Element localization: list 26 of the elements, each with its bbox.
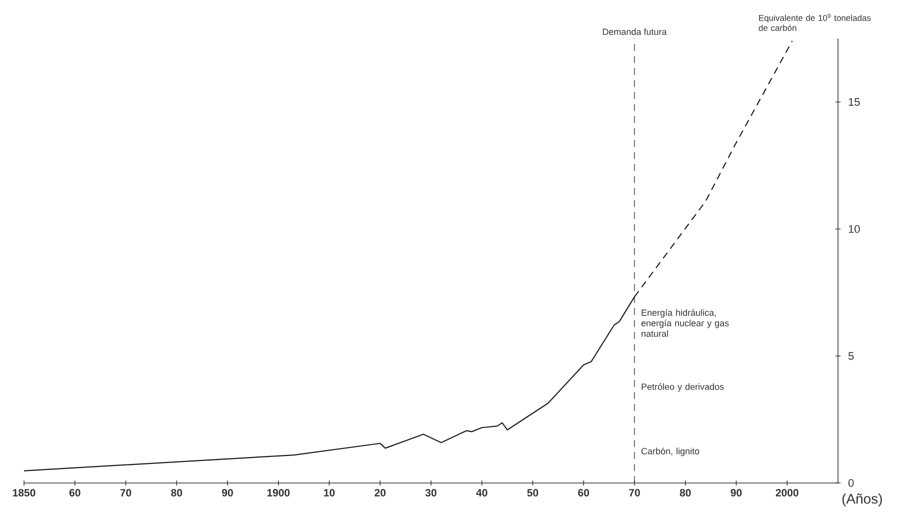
annotation: Petróleo y derivados xyxy=(642,383,724,392)
annotation: Energía hidráulica, energía nuclear y gas natural xyxy=(641,309,729,337)
x-tick-label: 2000 xyxy=(776,489,798,496)
annotation: Carbón, lignito xyxy=(641,448,700,456)
x-tick-label: 90 xyxy=(730,489,742,496)
x-tick-label: 40 xyxy=(476,489,488,496)
x-tick-label: 70 xyxy=(120,489,132,496)
x-tick-label: 60 xyxy=(69,489,80,496)
x-tick-label: 90 xyxy=(222,489,233,496)
x-tick-label: 1900 xyxy=(267,489,290,496)
x-tick-label: 60 xyxy=(578,489,590,496)
x-tick-label: 1850 xyxy=(12,489,36,496)
x-axis-title: (Años) xyxy=(842,493,882,507)
ref-line-label: Demanda futura xyxy=(602,28,667,35)
y-tick-label: 15 xyxy=(848,98,860,106)
x-tick-label: 70 xyxy=(629,489,640,496)
x-tick-label: 10 xyxy=(324,489,335,496)
x-tick-label: 30 xyxy=(425,489,436,496)
x-tick-label: 80 xyxy=(680,489,691,496)
y-tick-label: 5 xyxy=(848,352,854,360)
text: Equivalente de 10$^{9}$ toneladas de carbón xyxy=(758,14,871,31)
y-tick-label: 0 xyxy=(848,479,854,487)
x-tick-label: 50 xyxy=(527,489,538,496)
y-tick-label: 10 xyxy=(848,225,860,233)
x-tick-label: 80 xyxy=(171,489,182,496)
x-tick-label: 20 xyxy=(374,489,386,496)
